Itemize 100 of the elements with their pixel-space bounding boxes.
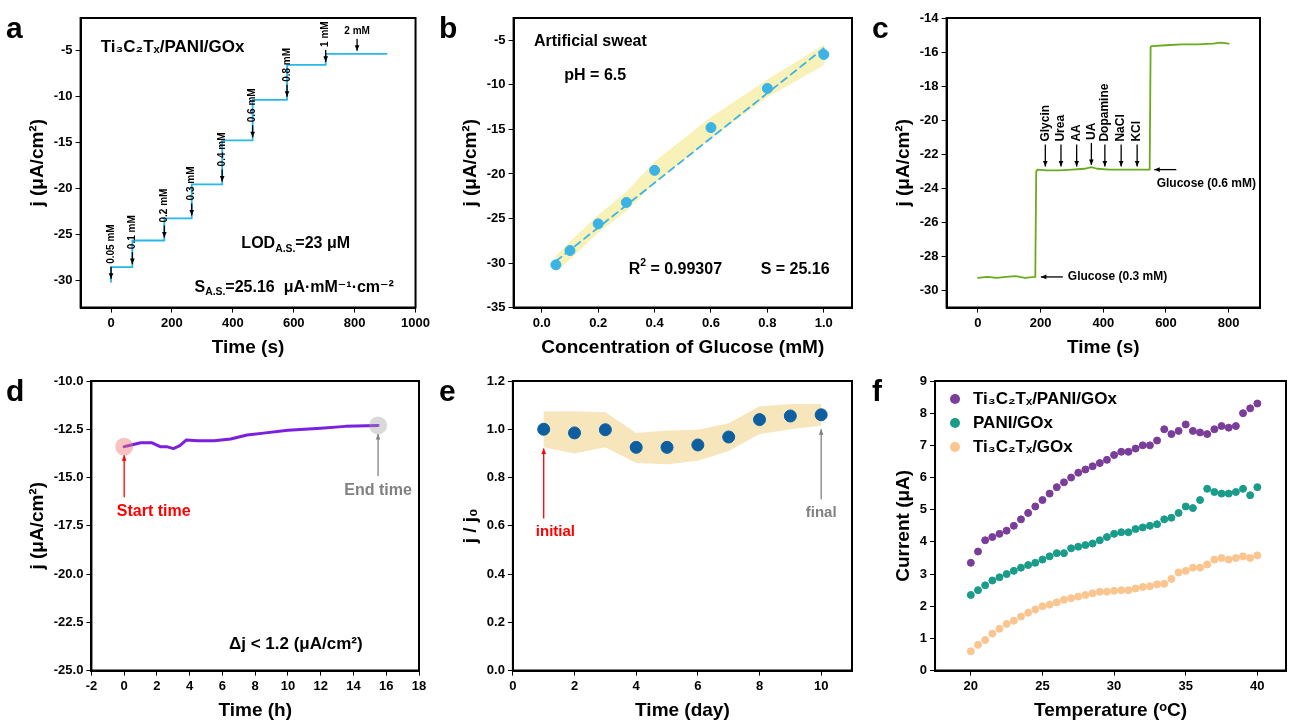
point: [1002, 526, 1011, 535]
x-tick-label: 6: [694, 677, 702, 693]
point: [705, 122, 717, 134]
y-tick-label: 0.6: [486, 517, 505, 533]
point: [1203, 484, 1212, 493]
point: [1246, 491, 1255, 500]
point: [1031, 502, 1040, 511]
point: [1095, 459, 1104, 468]
point: [981, 581, 990, 590]
point: [1074, 468, 1083, 477]
y-tick-label: -18: [919, 77, 939, 93]
y-tick-label: -25: [486, 210, 506, 226]
point: [568, 426, 582, 440]
point: [1253, 551, 1262, 560]
y-tick-label: -30: [919, 282, 939, 298]
x-tick-label: 400: [221, 314, 244, 330]
x-tick-label: 0: [974, 314, 982, 330]
y-axis-title: j (μA/cm²): [891, 118, 913, 208]
point: [1196, 496, 1205, 505]
point: [1145, 582, 1154, 591]
point: [1052, 549, 1061, 558]
y-tick-label: -15.0: [53, 469, 84, 485]
point: [1067, 473, 1076, 482]
y-tick-label: -20: [919, 111, 939, 127]
y-tick-label: -16: [919, 43, 939, 59]
y-tick-label: 1.0: [486, 420, 505, 436]
point: [1203, 430, 1212, 439]
y-tick-label: -30: [486, 254, 506, 270]
x-tick-label: 10: [280, 677, 296, 693]
point: [592, 218, 604, 230]
y-tick-label: -24: [919, 179, 940, 195]
point: [1239, 484, 1248, 493]
point: [1009, 616, 1018, 625]
point: [966, 590, 975, 599]
annotation: 0.3 mM: [185, 166, 197, 201]
point: [1188, 563, 1197, 572]
point: [1131, 525, 1140, 534]
point: [1196, 563, 1205, 572]
point: [1203, 560, 1212, 569]
annotation: 2 mM: [344, 24, 370, 36]
point: [1081, 590, 1090, 599]
point: [1110, 451, 1119, 460]
point: [1102, 455, 1111, 464]
y-tick-label: 0.0: [486, 662, 505, 678]
annotation: Start time: [116, 502, 191, 520]
point: [995, 624, 1004, 633]
y-tick-label: -22.5: [53, 613, 84, 629]
annotation: 1 mM: [319, 21, 331, 47]
point: [981, 536, 990, 545]
y-axis-title: Current (μA): [891, 469, 913, 582]
point: [1024, 608, 1033, 617]
y-tick-label: -10: [486, 76, 506, 92]
point: [974, 640, 983, 649]
annotation: 0.4 mM: [215, 132, 227, 167]
point: [1024, 508, 1033, 517]
point: [1160, 579, 1169, 588]
point: [722, 430, 736, 444]
y-tick-label: -25.0: [53, 662, 84, 678]
annotation: KCl: [1129, 120, 1144, 142]
point: [1167, 513, 1176, 522]
annotation: Glucose (0.6 mM): [1156, 175, 1256, 190]
chart-title: d: [6, 374, 25, 407]
x-tick-label: 6: [218, 677, 227, 693]
y-tick-label: -20.0: [53, 565, 84, 581]
x-tick-label: 30: [1106, 677, 1122, 693]
y-tick-label: -5: [494, 31, 506, 47]
point: [1102, 533, 1111, 542]
point: [1038, 555, 1047, 564]
y-axis-title: j (μA/cm²): [25, 481, 47, 571]
point: [988, 629, 997, 638]
point: [1038, 602, 1047, 611]
point: [1009, 566, 1018, 575]
point: [1231, 553, 1240, 562]
legend-label: Ti₃C₂Tₓ/PANI/GOx: [973, 388, 1118, 408]
point: [1174, 426, 1183, 435]
chart-title: a: [6, 11, 23, 44]
point: [1117, 528, 1126, 537]
x-tick-label: 2: [570, 677, 579, 693]
annotation: initial: [535, 522, 576, 540]
y-axis-title: j (μA/cm²): [25, 118, 47, 208]
x-tick-label: 10: [813, 677, 829, 693]
point: [1253, 483, 1262, 492]
annotation: AA: [1068, 123, 1083, 142]
point: [814, 408, 828, 422]
annotation: End time: [344, 480, 412, 498]
legend-label: Ti₃C₂Tₓ/GOx: [973, 436, 1074, 456]
x-tick-label: 2: [153, 677, 161, 693]
point: [1081, 465, 1090, 474]
point: [1031, 605, 1040, 614]
x-axis-title: Concentration of Glucose (mM): [541, 335, 825, 357]
annotation: NaCl: [1113, 114, 1128, 142]
y-tick-label: -25: [53, 225, 73, 241]
x-axis-title: Time (s): [1067, 335, 1140, 357]
point: [1224, 555, 1233, 564]
y-tick-label: -15: [53, 133, 73, 149]
point: [1045, 489, 1054, 498]
y-tick-label: -20: [486, 165, 506, 181]
point: [629, 440, 643, 454]
point: [1224, 423, 1233, 432]
x-tick-label: 14: [346, 677, 362, 693]
